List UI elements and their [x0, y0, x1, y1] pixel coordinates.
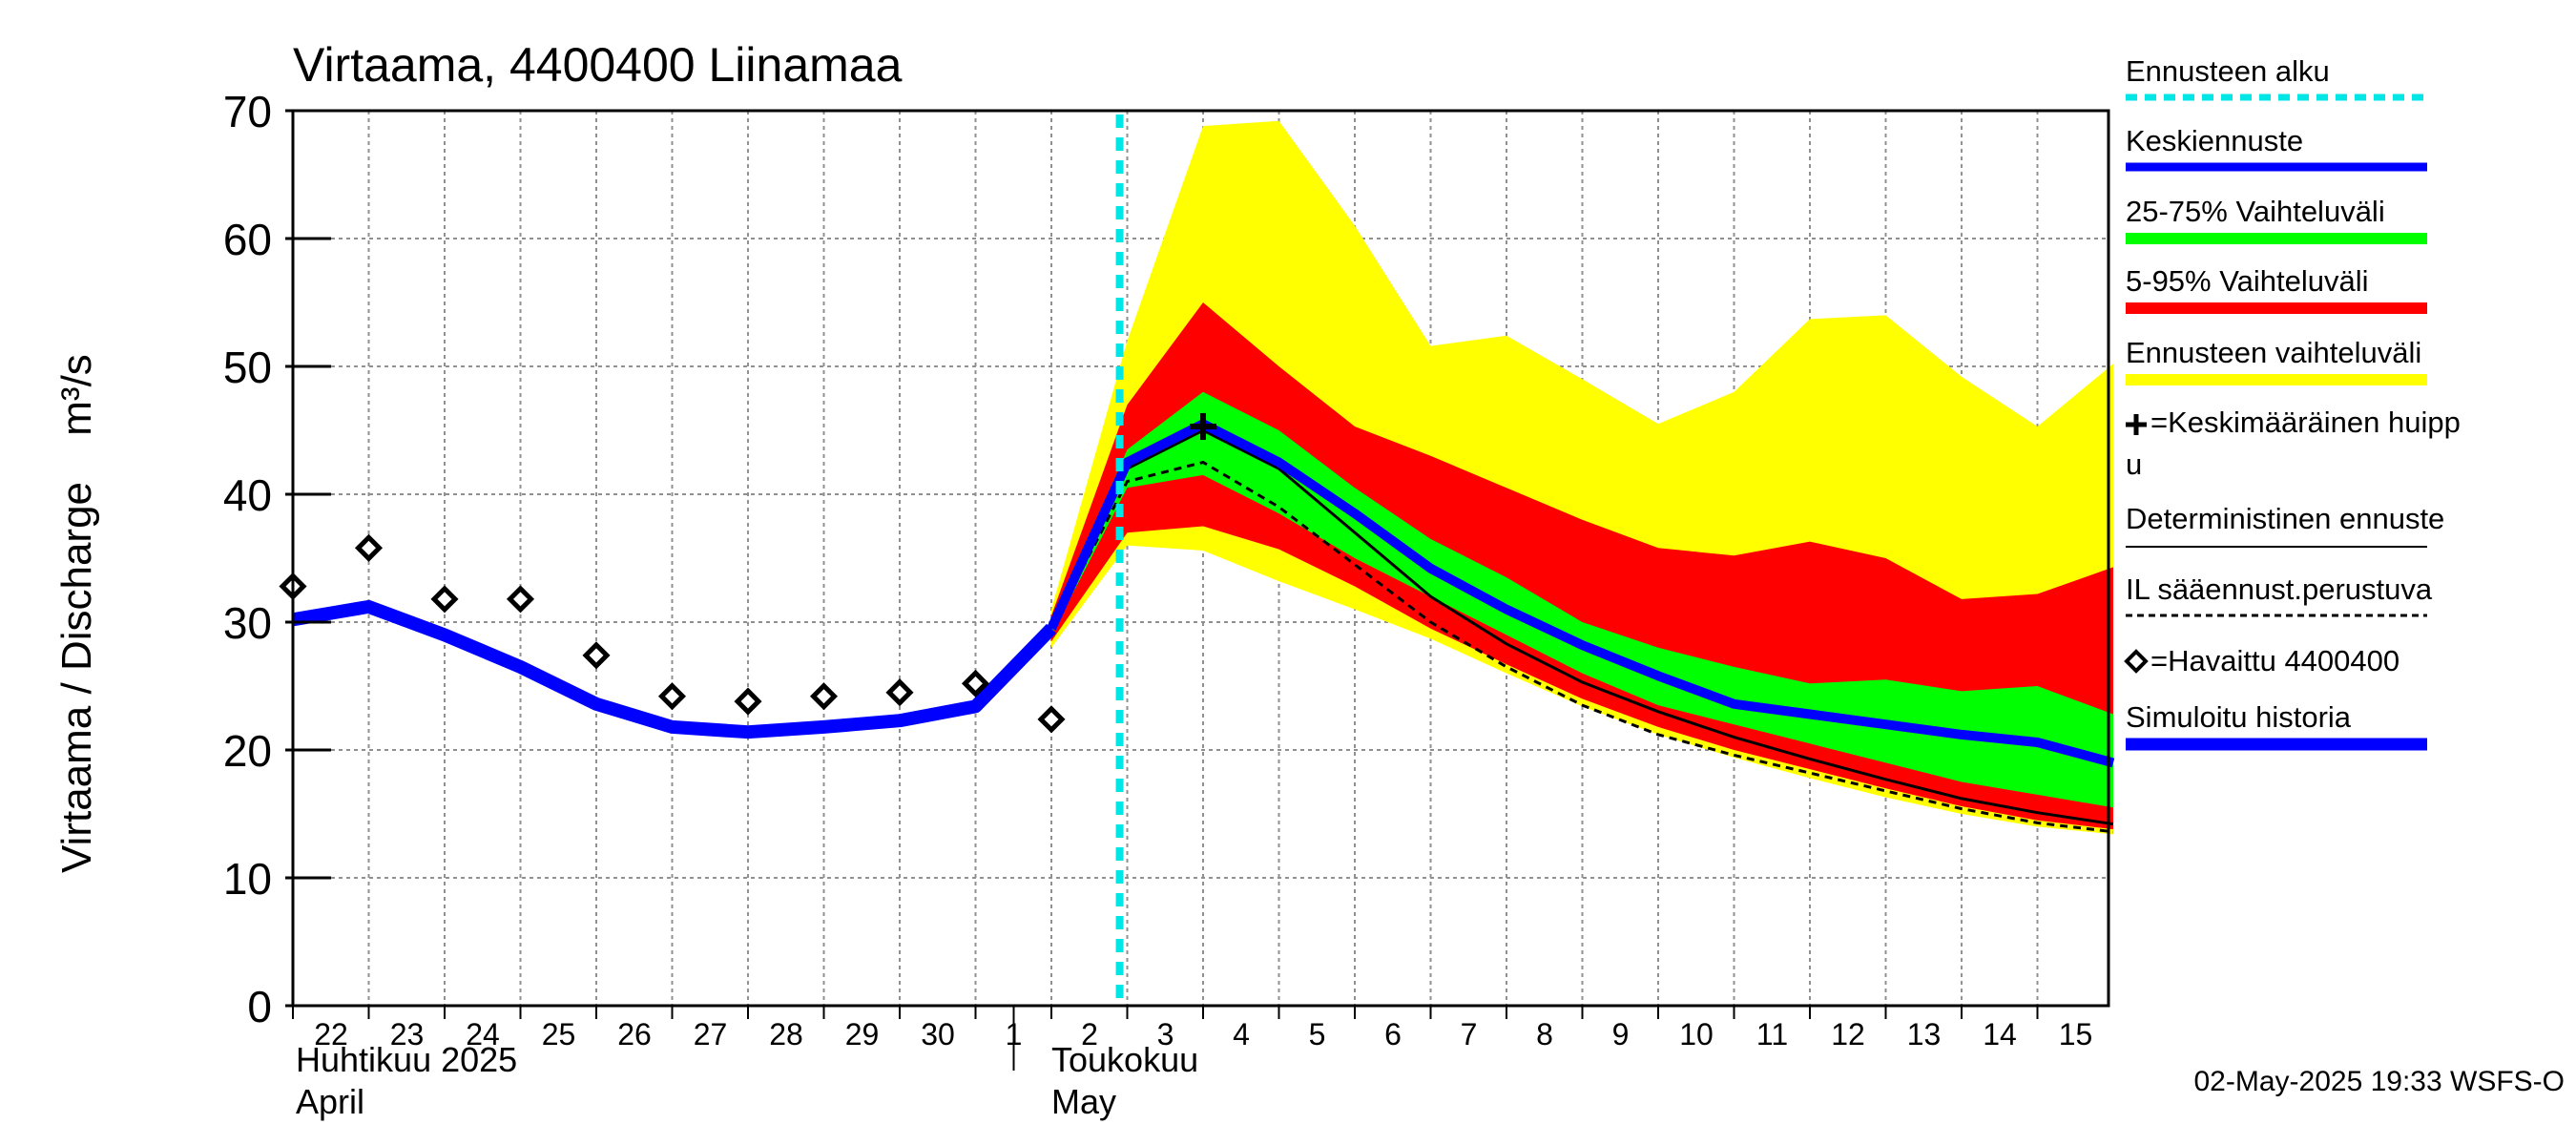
legend-label: 5-95% Vaihteluväli [2126, 264, 2368, 298]
legend-label: =Havaittu 4400400 [2150, 644, 2399, 677]
legend-label: Keskiennuste [2126, 124, 2303, 157]
legend-label: Simuloitu historia [2126, 700, 2352, 734]
observed-point [657, 682, 687, 711]
y-tick-label: 20 [223, 726, 272, 776]
timestamp: 02-May-2025 19:33 WSFS-O [2194, 1066, 2566, 1097]
observed-point [354, 533, 384, 562]
observed-point [734, 687, 762, 716]
x-tick-label: 30 [921, 1017, 955, 1051]
series-lines [291, 114, 2115, 1006]
y-tick-label: 40 [223, 470, 272, 520]
deterministic-line [1049, 428, 2114, 826]
x-tick-label: 28 [769, 1017, 803, 1051]
month-may-en: May [1051, 1082, 1116, 1121]
legend-swatch-observed [2124, 649, 2149, 674]
x-tick-label: 22 [314, 1017, 348, 1051]
mean-forecast-line [1047, 419, 2115, 768]
x-tick-label: 3 [1157, 1017, 1174, 1051]
x-tick-label: 13 [1907, 1017, 1942, 1051]
observed-markers [279, 533, 1066, 734]
y-tick-label: 10 [223, 854, 272, 904]
x-tick-label: 2 [1081, 1017, 1098, 1051]
month-may-fi: Toukokuu [1051, 1040, 1198, 1079]
y-tick-label: 30 [223, 598, 272, 648]
legend-label: Ennusteen vaihteluväli [2126, 336, 2421, 369]
x-tick-label: 26 [617, 1017, 652, 1051]
month-april-fi: Huhtikuu 2025 [296, 1040, 517, 1079]
observed-point [961, 669, 990, 697]
x-tick-label: 11 [1756, 1017, 1788, 1051]
observed-point [1037, 705, 1066, 734]
x-tick-label: 29 [845, 1017, 880, 1051]
y-tick-label: 70 [223, 87, 272, 136]
x-tick-label: 7 [1461, 1017, 1478, 1051]
y-axis-label: Virtaama / Discharge m³/s [53, 354, 100, 873]
y-axis-ticks: 0 10 20 30 40 50 60 70 [223, 87, 331, 1031]
observed-point [809, 682, 839, 711]
x-tick-label: 10 [1679, 1017, 1714, 1051]
legend: Ennusteen alku Keskiennuste 25-75% Vaihtel… [2124, 54, 2461, 751]
x-tick-label: 24 [466, 1017, 500, 1051]
band-25-75 [1051, 391, 2113, 808]
legend-label: IL sääennust.perustuva [2126, 572, 2433, 606]
legend-label: =Keskimääräinen huipp [2150, 406, 2461, 439]
il-forecast-line [1049, 460, 2114, 834]
observed-point [430, 585, 459, 614]
y-axis-title: Virtaama / Discharge [53, 482, 100, 873]
x-tick-label: 9 [1612, 1017, 1630, 1051]
x-tick-label: 8 [1536, 1017, 1553, 1051]
simulated-history-line [291, 599, 1057, 739]
chart-title: Virtaama, 4400400 Liinamaa [293, 38, 903, 92]
x-tick-label: 15 [2059, 1017, 2093, 1051]
observed-point [506, 585, 535, 614]
x-tick-label: 12 [1831, 1017, 1865, 1051]
month-april-en: April [296, 1082, 364, 1121]
legend-label: u [2126, 448, 2142, 481]
y-tick-label: 0 [247, 982, 272, 1031]
observed-point [582, 641, 611, 670]
legend-swatch-peak [2126, 414, 2147, 435]
x-tick-label: 14 [1983, 1017, 2017, 1051]
x-tick-label: 5 [1309, 1017, 1326, 1051]
forecast-bands [1051, 120, 2113, 835]
legend-label: Deterministinen ennuste [2126, 502, 2444, 535]
y-tick-label: 60 [223, 215, 272, 264]
legend-label: 25-75% Vaihteluväli [2126, 195, 2385, 228]
x-tick-label: 23 [390, 1017, 425, 1051]
x-tick-label: 27 [694, 1017, 728, 1051]
legend-label: Ennusteen alku [2126, 54, 2330, 88]
y-tick-label: 50 [223, 343, 272, 392]
y-axis-unit: m³/s [53, 354, 100, 436]
x-axis-ticks: 22 23 24 25 26 27 28 29 30 1 2 3 4 5 6 7 8 9 10 11 12 13 14 15 [292, 1006, 2093, 1071]
x-tick-label: 6 [1384, 1017, 1402, 1051]
peak-marker [1190, 412, 1216, 440]
x-tick-label: 25 [542, 1017, 576, 1051]
x-tick-label: 4 [1233, 1017, 1250, 1051]
observed-point [885, 678, 914, 707]
plot-frame [291, 109, 2110, 1008]
